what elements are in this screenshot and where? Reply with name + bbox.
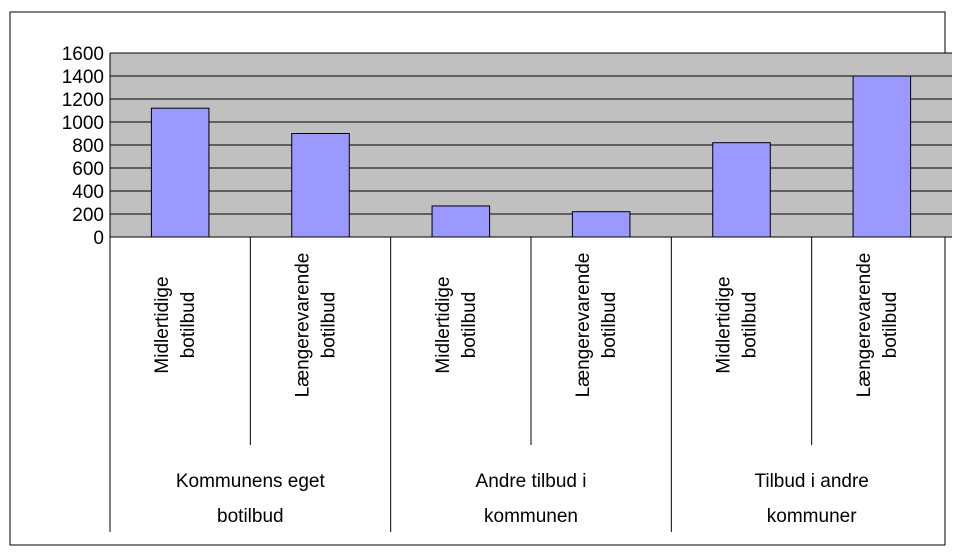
x-tick-label: Midlertidige — [433, 276, 454, 373]
x-tick-label: botilbud — [319, 292, 340, 359]
y-tick-label: 400 — [72, 182, 104, 203]
bar — [712, 142, 771, 238]
x-tick-label: Længerevarende — [293, 253, 314, 398]
group-label: botilbud — [217, 506, 284, 527]
y-tick-label: 1400 — [62, 67, 104, 88]
y-tick-label: 600 — [72, 159, 104, 180]
x-tick-label: botilbud — [740, 292, 761, 359]
y-tick-label: 800 — [72, 136, 104, 157]
x-tick-label: Længerevarende — [573, 253, 594, 398]
bar — [150, 107, 210, 238]
y-tick-label: 0 — [93, 228, 104, 249]
y-tick-label: 1000 — [62, 113, 104, 134]
group-label: Kommunens eget — [176, 471, 326, 492]
group-label: kommunen — [484, 506, 578, 527]
x-tick-label: Midlertidige — [714, 276, 735, 373]
x-tick-label: Midlertidige — [152, 276, 173, 373]
group-label: kommuner — [767, 506, 857, 527]
bar — [291, 133, 350, 238]
x-tick-label: botilbud — [459, 292, 480, 359]
bar — [852, 75, 912, 238]
x-tick-label: botilbud — [880, 292, 901, 359]
x-tick-label: Længerevarende — [854, 253, 875, 398]
x-tick-label: botilbud — [178, 292, 199, 359]
y-tick-label: 1600 — [62, 44, 104, 65]
group-label: Tilbud i andre — [754, 471, 868, 492]
y-tick-label: 1200 — [62, 90, 104, 111]
x-tick-label: botilbud — [599, 292, 620, 359]
bar — [431, 205, 491, 238]
y-tick-label: 200 — [72, 205, 104, 226]
group-label: Andre tilbud i — [476, 471, 587, 492]
bar — [571, 211, 631, 238]
